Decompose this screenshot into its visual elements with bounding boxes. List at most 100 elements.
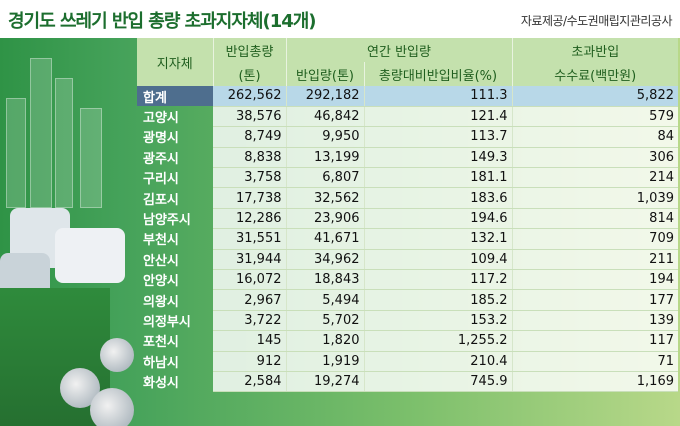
row-name: 부천시 [143,233,179,249]
building-shape [30,58,52,208]
row-fee: 117 [511,330,678,352]
page-title: 경기도 쓰레기 반입 총량 초과지자체(14개) [8,11,317,32]
header-fee: 초과반입 [511,38,678,62]
building-shape [55,78,73,208]
row-annual: 5,702 [285,310,364,332]
row-annual: 292,182 [285,86,364,107]
row-name: 포천시 [143,335,179,351]
row-total: 12,286 [213,208,286,230]
row-name: 광주시 [143,151,179,167]
table-row: 부천시 31,551 41,671 132.1 709 [137,228,678,250]
table-row-total: 합계 262,562 292,182 111.3 5,822 [137,86,678,107]
row-total: 8,838 [213,147,286,169]
header-fee-unit: 수수료(백만원) [511,62,678,86]
row-annual: 1,919 [285,351,364,372]
table-row: 광명시 8,749 9,950 113.7 84 [137,126,678,148]
row-fee: 214 [511,167,678,189]
row-fee: 84 [511,126,678,148]
row-fee: 194 [511,269,678,291]
row-name: 광명시 [143,131,179,147]
row-fee: 306 [511,147,678,169]
row-name: 구리시 [143,172,179,188]
row-total: 145 [213,330,286,352]
row-total: 912 [213,351,286,372]
row-fee: 1,039 [511,187,678,209]
row-ratio: 121.4 [363,106,512,128]
table-row: 하남시 912 1,919 210.4 71 [137,351,678,372]
row-annual: 32,562 [285,187,364,209]
row-fee: 579 [511,106,678,128]
row-annual: 18,843 [285,269,364,291]
table-row: 김포시 17,738 32,562 183.6 1,039 [137,187,678,209]
row-ratio: 194.6 [363,208,512,230]
row-fee: 177 [511,289,678,311]
header-total: 반입총량 [212,38,286,62]
header-annual-group: 연간 반입량 [285,38,512,62]
header-municipality: 지자체 [137,38,213,86]
row-fee: 1,169 [511,371,678,393]
row-ratio: 210.4 [363,351,512,372]
row-annual: 46,842 [285,106,364,128]
row-fee: 814 [511,208,678,230]
row-annual: 6,807 [285,167,364,189]
row-ratio: 132.1 [363,228,512,250]
row-name: 안산시 [143,253,179,269]
table-row: 남양주시 12,286 23,906 194.6 814 [137,208,678,230]
row-ratio: 109.4 [363,249,512,271]
row-ratio: 745.9 [363,371,512,393]
row-ratio: 117.2 [363,269,512,291]
row-fee: 211 [511,249,678,271]
row-annual: 19,274 [285,371,364,393]
row-total: 8,749 [213,126,286,148]
row-name: 하남시 [143,355,179,371]
row-total: 38,576 [213,106,286,128]
row-total: 31,944 [213,249,286,271]
building-shape [6,98,26,208]
row-total: 3,722 [213,310,286,332]
row-name: 합계 [137,86,213,107]
table-row: 안양시 16,072 18,843 117.2 194 [137,269,678,291]
table-row: 의정부시 3,722 5,702 153.2 139 [137,310,678,332]
header-band: 경기도 쓰레기 반입 총량 초과지자체(14개) 자료제공/수도권매립지관리공사 [0,0,680,38]
table-row: 안산시 31,944 34,962 109.4 211 [137,249,678,271]
row-name: 고양시 [143,111,179,127]
table-row: 고양시 38,576 46,842 121.4 579 [137,106,678,128]
row-annual: 34,962 [285,249,364,271]
table-row: 광주시 8,838 13,199 149.3 306 [137,147,678,169]
row-annual: 41,671 [285,228,364,250]
row-ratio: 181.1 [363,167,512,189]
row-ratio: 113.7 [363,126,512,148]
row-name: 안양시 [143,274,179,290]
row-annual: 13,199 [285,147,364,169]
row-annual: 5,494 [285,289,364,311]
table-row: 포천시 145 1,820 1,255.2 117 [137,330,678,352]
row-total: 262,562 [213,86,286,107]
row-annual: 9,950 [285,126,364,148]
row-ratio: 149.3 [363,147,512,169]
can-shape [100,338,134,372]
row-name: 의왕시 [143,294,179,310]
row-ratio: 185.2 [363,289,512,311]
row-total: 2,584 [213,371,286,393]
row-name: 의정부시 [143,314,191,330]
row-name: 화성시 [143,376,179,392]
can-shape [90,388,134,426]
waste-data-table: 지자체 반입총량 연간 반입량 초과반입 (톤) 반입량(톤) 총량대비반입비율… [137,38,678,393]
table-row: 구리시 3,758 6,807 181.1 214 [137,167,678,189]
header-annual-amount: 반입량(톤) [285,62,364,86]
row-fee: 139 [511,310,678,332]
trash-bag-shape [55,228,125,283]
table-row: 화성시 2,584 19,274 745.9 1,169 [137,371,678,393]
row-fee: 5,822 [511,86,678,107]
header-ratio: 총량대비반입비율(%) [363,62,512,86]
row-total: 3,758 [213,167,286,189]
source-credit: 자료제공/수도권매립지관리공사 [520,14,673,28]
row-fee: 709 [511,228,678,250]
table-row: 의왕시 2,967 5,494 185.2 177 [137,289,678,311]
row-ratio: 153.2 [363,310,512,332]
row-name: 남양주시 [143,213,191,229]
header-total-unit: (톤) [212,62,286,86]
row-ratio: 111.3 [363,86,512,107]
row-total: 31,551 [213,228,286,250]
row-total: 16,072 [213,269,286,291]
